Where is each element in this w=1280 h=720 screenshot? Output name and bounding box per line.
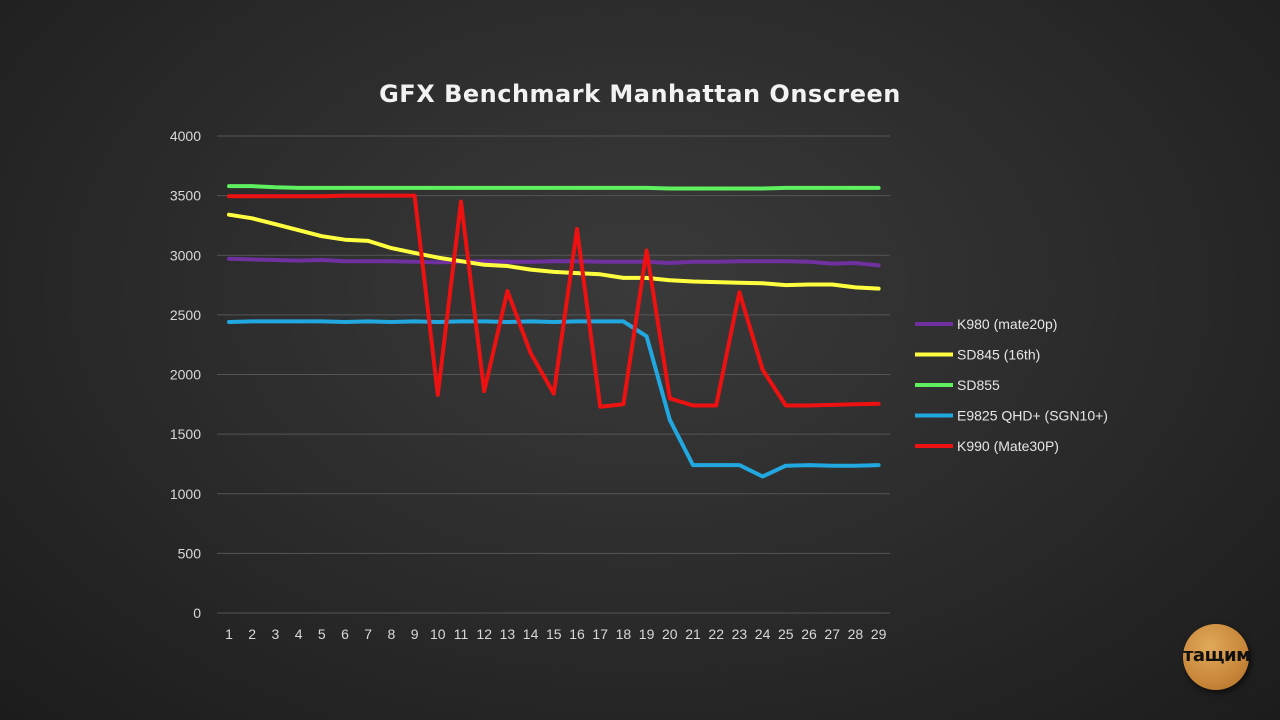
x-tick-label: 26 xyxy=(801,626,817,642)
y-tick-label: 4000 xyxy=(170,128,201,144)
legend-label-k980-mate20p: K980 (mate20p) xyxy=(957,316,1057,332)
x-tick-label: 18 xyxy=(616,626,632,642)
legend: K980 (mate20p) SD845 (16th) SD855 E9825 QHD… xyxy=(915,316,1108,454)
x-tick-label: 23 xyxy=(732,626,748,642)
x-tick-label: 8 xyxy=(388,626,396,642)
y-tick-label: 1500 xyxy=(170,426,201,442)
y-tick-label: 3000 xyxy=(170,247,201,263)
x-tick-label: 6 xyxy=(341,626,349,642)
series-line-k980-mate20p xyxy=(227,256,881,268)
y-tick-label: 2000 xyxy=(170,367,201,383)
channel-logo: тащим xyxy=(1183,624,1251,690)
x-axis-ticks: 1 2 3 4 5 6 7 8 9 10 11 12 13 14 15 16 17 18 19 20 21 22 23 24 2… xyxy=(225,626,886,642)
x-tick-label: 9 xyxy=(411,626,419,642)
x-tick-label: 3 xyxy=(272,626,280,642)
x-tick-label: 24 xyxy=(755,626,771,642)
chart-title: GFX Benchmark Manhattan Onscreen xyxy=(0,80,1280,108)
series-line-k990-mate30p xyxy=(227,193,881,409)
x-tick-label: 13 xyxy=(500,626,516,642)
series-line-e9825-qhd-sgn10 xyxy=(227,319,881,479)
y-tick-label: 500 xyxy=(178,545,202,561)
series-lines xyxy=(227,184,881,479)
x-tick-label: 17 xyxy=(592,626,608,642)
x-tick-label: 22 xyxy=(708,626,724,642)
x-tick-label: 2 xyxy=(248,626,256,642)
x-tick-label: 1 xyxy=(225,626,233,642)
x-tick-label: 12 xyxy=(476,626,492,642)
chart-title-text: GFX Benchmark Manhattan Onscreen xyxy=(379,80,901,108)
gridlines xyxy=(217,135,890,614)
legend-label-e9825-qhd-sgn10: E9825 QHD+ (SGN10+) xyxy=(957,408,1108,424)
x-tick-label: 29 xyxy=(871,626,887,642)
y-tick-label: 1000 xyxy=(170,486,201,502)
x-tick-label: 25 xyxy=(778,626,794,642)
x-tick-label: 27 xyxy=(824,626,840,642)
x-tick-label: 15 xyxy=(546,626,562,642)
series-line-sd845-16th xyxy=(227,212,881,291)
x-tick-label: 11 xyxy=(454,626,469,642)
series-line-sd855 xyxy=(227,184,881,191)
x-tick-label: 21 xyxy=(685,626,701,642)
x-tick-label: 20 xyxy=(662,626,678,642)
y-tick-label: 0 xyxy=(193,605,201,621)
x-tick-label: 16 xyxy=(569,626,585,642)
legend-label-sd855: SD855 xyxy=(957,377,1000,393)
x-tick-label: 10 xyxy=(430,626,446,642)
x-tick-label: 28 xyxy=(848,626,864,642)
channel-logo-text: тащим xyxy=(1183,645,1251,666)
x-tick-label: 19 xyxy=(639,626,655,642)
y-axis-ticks: 0 500 1000 1500 2000 2500 3000 3500 4000 xyxy=(170,128,201,621)
legend-label-sd845-16th: SD845 (16th) xyxy=(957,347,1040,363)
x-tick-label: 7 xyxy=(364,626,372,642)
y-tick-label: 3500 xyxy=(170,188,201,204)
x-tick-label: 14 xyxy=(523,626,539,642)
x-tick-label: 5 xyxy=(318,626,326,642)
legend-label-k990-mate30p: K990 (Mate30P) xyxy=(957,438,1059,454)
x-tick-label: 4 xyxy=(295,626,303,642)
y-tick-label: 2500 xyxy=(170,307,201,323)
